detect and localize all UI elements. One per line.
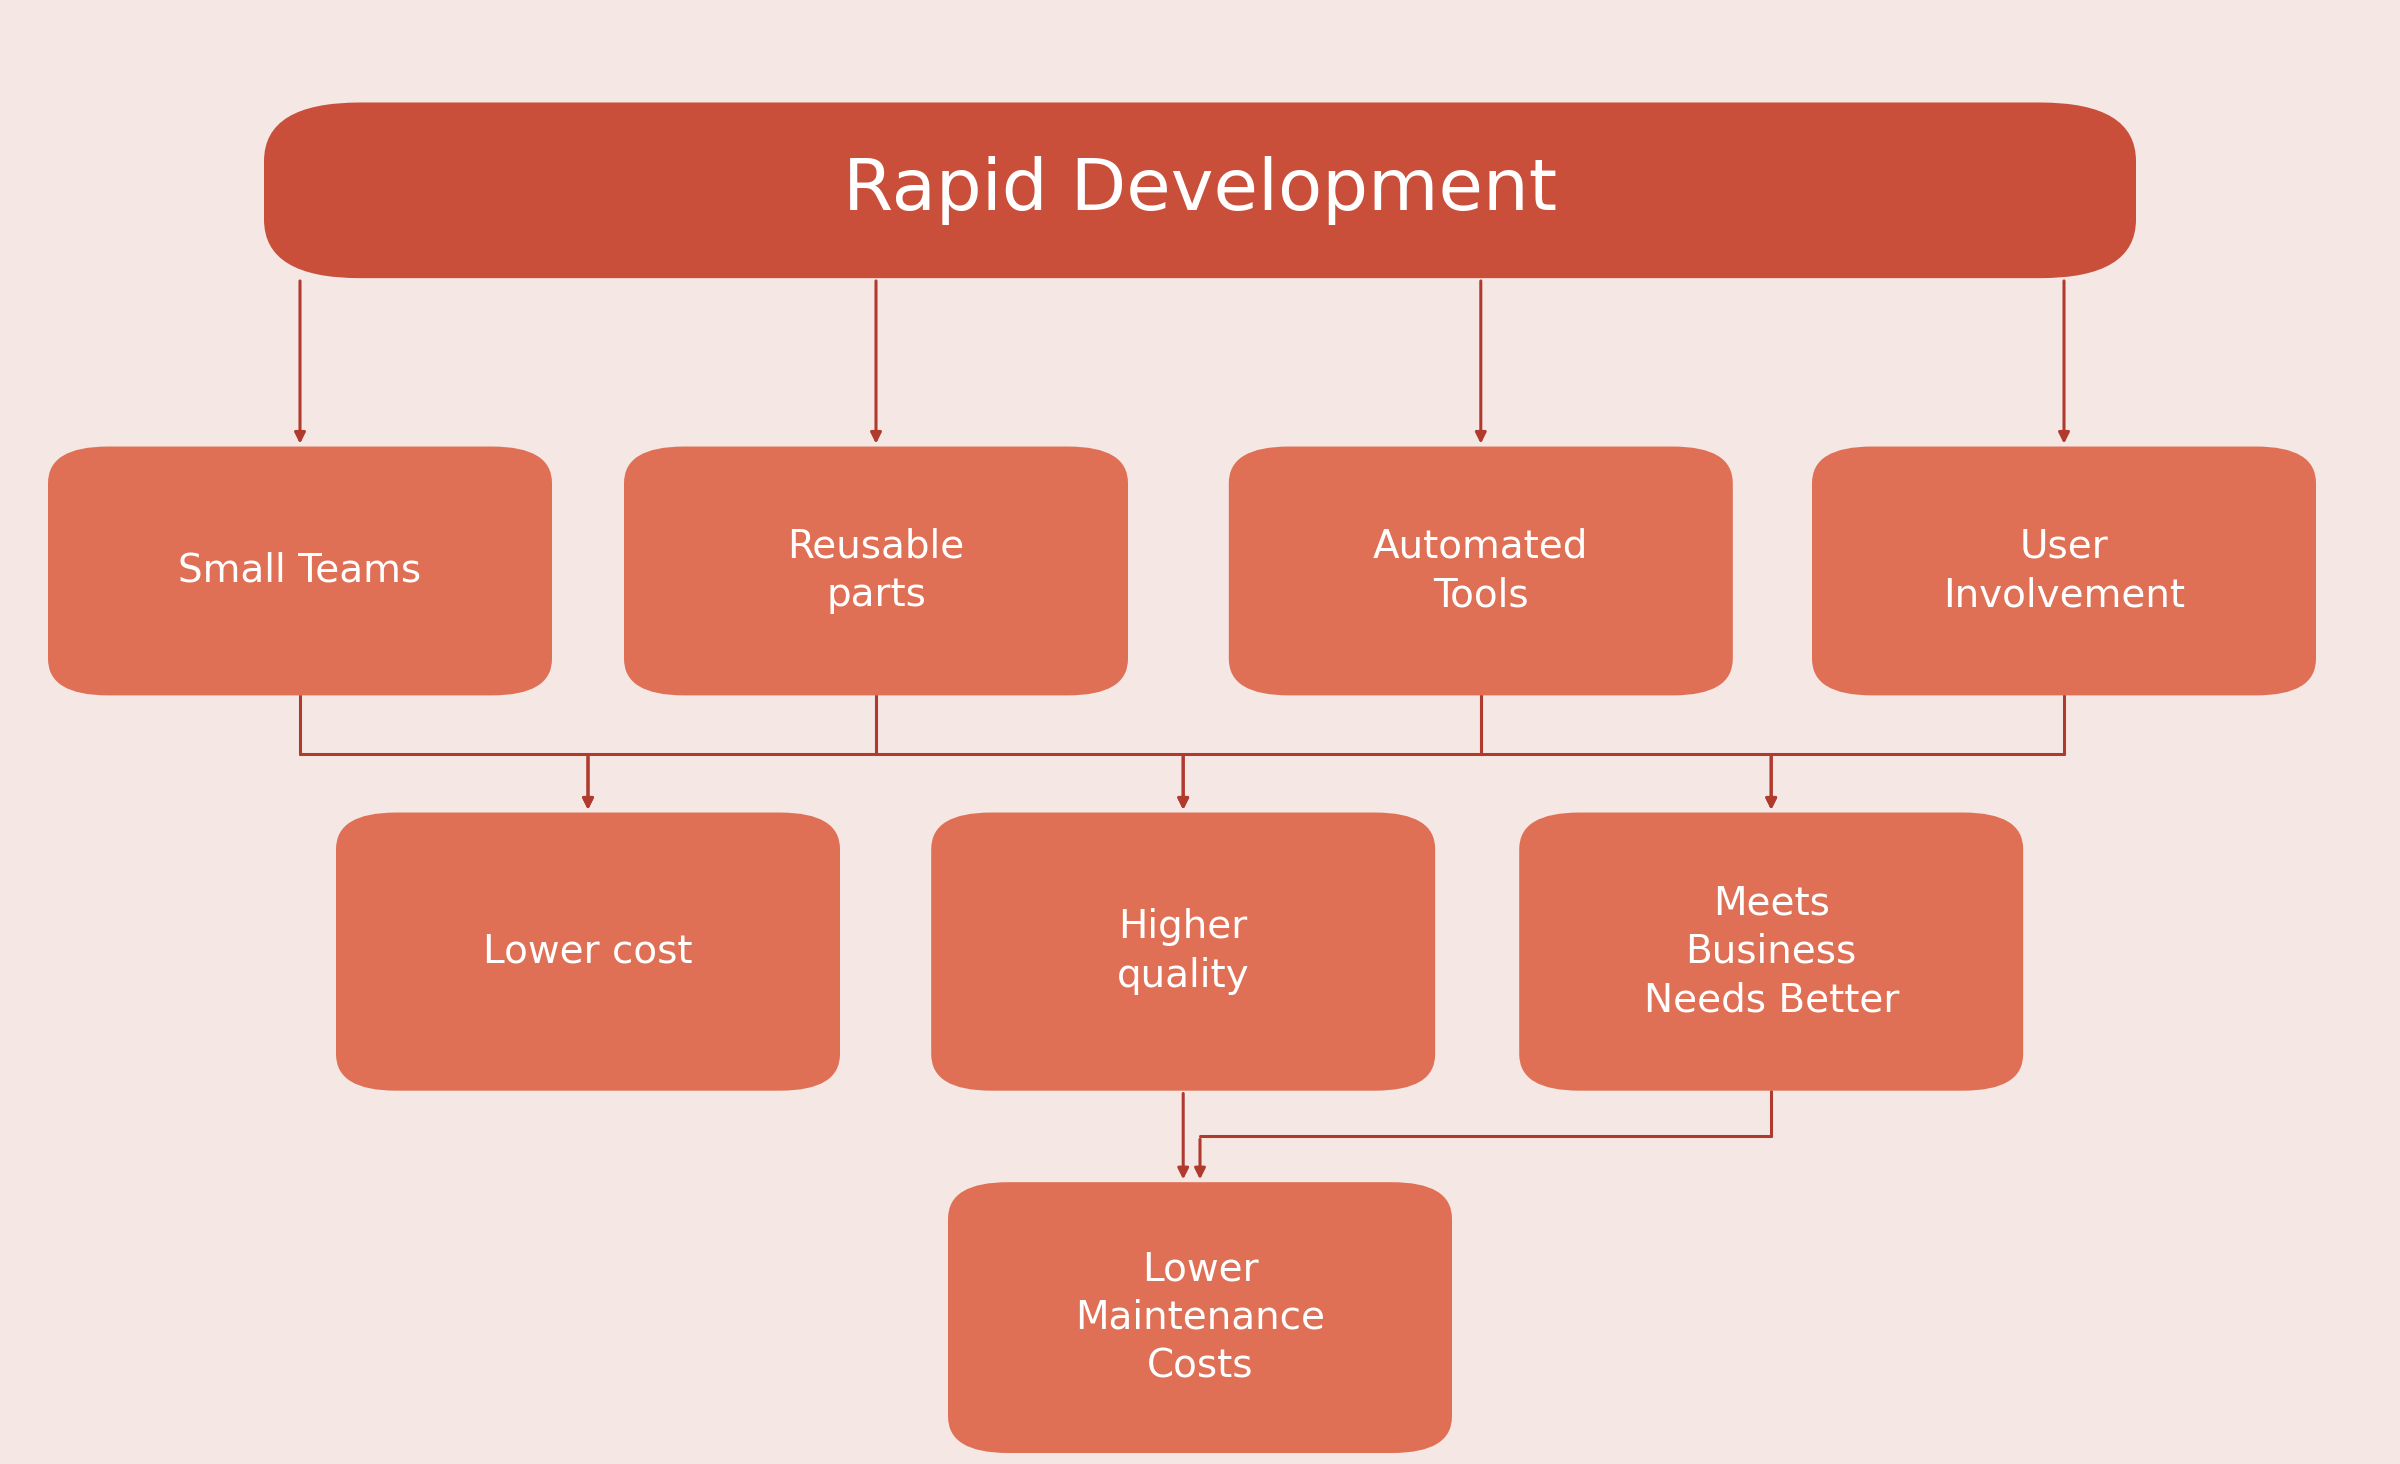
FancyBboxPatch shape xyxy=(336,813,840,1091)
FancyBboxPatch shape xyxy=(948,1183,1452,1452)
FancyBboxPatch shape xyxy=(931,813,1435,1091)
Text: Higher
quality: Higher quality xyxy=(1116,908,1250,996)
Text: Automated
Tools: Automated Tools xyxy=(1373,527,1589,615)
Text: Small Teams: Small Teams xyxy=(178,552,422,590)
Text: User
Involvement: User Involvement xyxy=(1944,527,2184,615)
Text: Lower cost: Lower cost xyxy=(482,933,694,971)
FancyBboxPatch shape xyxy=(1519,813,2023,1091)
FancyBboxPatch shape xyxy=(624,447,1128,695)
Text: Reusable
parts: Reusable parts xyxy=(787,527,965,615)
FancyBboxPatch shape xyxy=(264,102,2136,278)
FancyBboxPatch shape xyxy=(48,447,552,695)
Text: Rapid Development: Rapid Development xyxy=(842,155,1558,225)
Text: Lower
Maintenance
Costs: Lower Maintenance Costs xyxy=(1075,1250,1325,1385)
FancyBboxPatch shape xyxy=(1812,447,2316,695)
Text: Meets
Business
Needs Better: Meets Business Needs Better xyxy=(1644,884,1898,1019)
FancyBboxPatch shape xyxy=(1229,447,1733,695)
